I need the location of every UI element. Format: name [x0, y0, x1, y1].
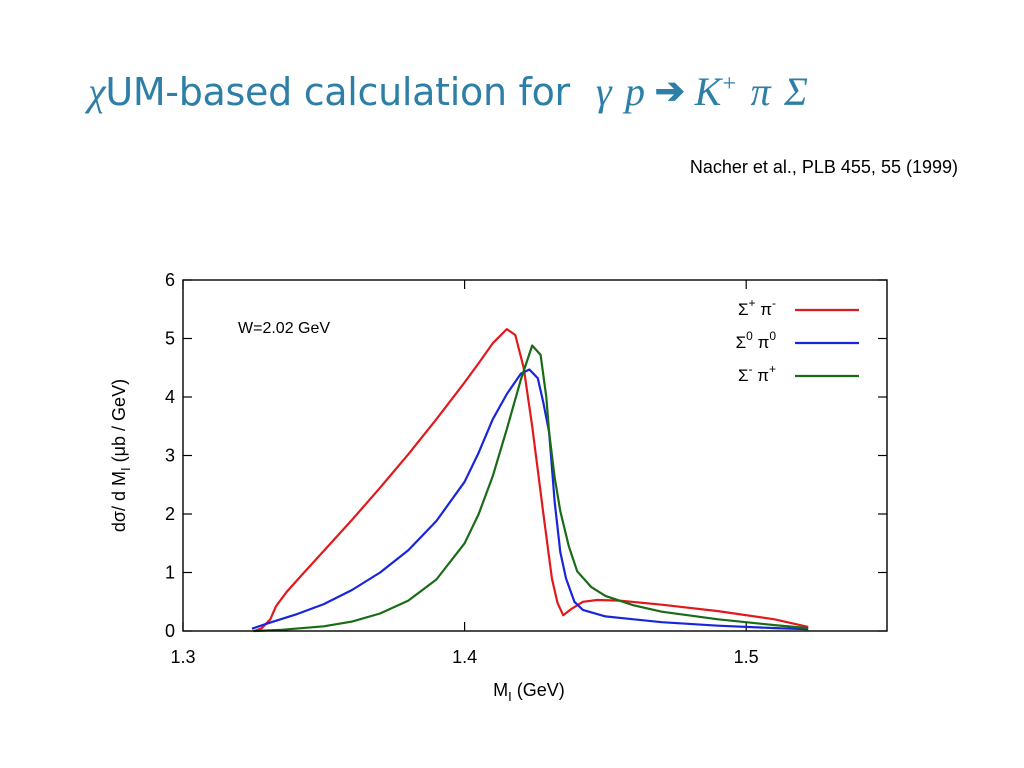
y-tick-label: 3	[165, 446, 175, 466]
citation: Nacher et al., PLB 455, 55 (1999)	[689, 157, 958, 177]
x-axis-label-sub: I	[508, 689, 512, 704]
x-tick-label: 1.3	[170, 647, 195, 667]
legend-label: Σ+ π-	[738, 296, 776, 319]
legend-label: Σ0 π0	[736, 329, 777, 352]
title-reaction-right: π Σ	[750, 69, 808, 114]
y-tick-label: 6	[165, 270, 175, 290]
page-title: χUM-based calculation for γ p ➔ K+ π Σ	[88, 68, 808, 115]
title-main: UM-based calculation for	[105, 70, 570, 114]
y-axis-label: dσ/ d MI (μb / GeV)	[109, 379, 133, 532]
y-tick-label: 1	[165, 563, 175, 583]
y-axis-label-main: dσ/ d M	[109, 471, 129, 532]
series-line	[253, 344, 809, 633]
y-tick-label: 2	[165, 504, 175, 524]
x-axis-label: MI (GeV)	[493, 680, 565, 704]
title-reaction: γ p ➔ K+ π Σ	[596, 69, 808, 114]
title-chi: χ	[88, 69, 106, 114]
series-line	[251, 368, 809, 631]
title-reaction-k: K	[694, 69, 722, 114]
legend-label: Σ- π+	[738, 362, 776, 385]
x-axis-label-main: M	[493, 680, 508, 700]
y-tick-label: 4	[165, 387, 175, 407]
series-lines	[251, 328, 809, 633]
chart-annotation: W=2.02 GeV	[238, 320, 330, 337]
title-reaction-left: γ p	[595, 69, 645, 114]
series-line	[254, 328, 809, 633]
x-axis-label-rest: (GeV)	[512, 680, 565, 700]
y-axis-label-sub: I	[118, 467, 133, 471]
y-axis-label-rest: (μb / GeV)	[109, 379, 129, 467]
legend: Σ+ π- Σ0 π0 Σ- π+	[736, 296, 859, 385]
x-tick-label: 1.4	[452, 647, 477, 667]
plot-frame	[182, 279, 888, 632]
y-tick-label: 0	[165, 621, 175, 641]
x-tick-label: 1.5	[734, 647, 759, 667]
arrow-right-icon: ➔	[654, 71, 685, 111]
y-tick-label: 5	[165, 329, 175, 349]
title-reaction-k-charge: +	[721, 71, 737, 97]
